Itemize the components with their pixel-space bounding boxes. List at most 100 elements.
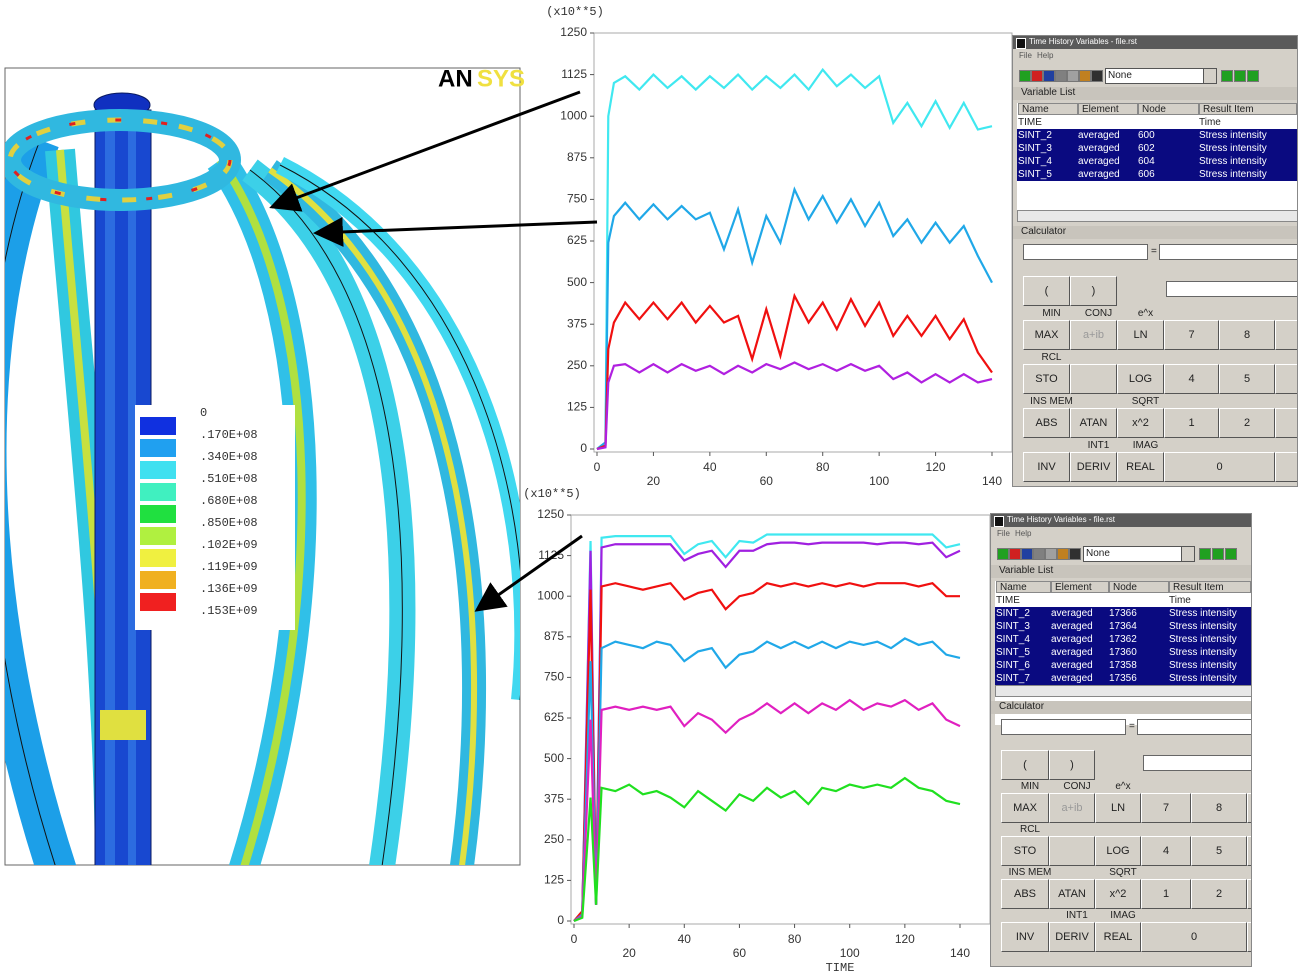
input-field[interactable] [1159,244,1297,260]
toolbar-icon[interactable] [1225,548,1237,560]
menu-item[interactable]: Help [1015,529,1032,538]
calc-button[interactable]: STO [1001,836,1049,866]
toolbar-icon[interactable] [1045,548,1057,560]
calc-button[interactable]: MAX [1001,793,1049,823]
calc-button[interactable]: 0 [1164,452,1275,482]
calc-button[interactable]: REAL [1095,922,1141,952]
calc-button[interactable]: 7 [1141,793,1191,823]
y-tick-label: 1000 [537,588,564,602]
dropdown[interactable] [1166,281,1297,297]
toolbar-icon[interactable] [1021,548,1033,560]
calc-button[interactable]: ATAN [1070,408,1117,438]
toolbar-icon[interactable] [1043,70,1055,82]
calc-button[interactable]: REAL [1117,452,1164,482]
input-field[interactable] [1001,719,1126,735]
toolbar-icon[interactable] [1247,70,1259,82]
dropdown[interactable]: None [1105,68,1217,84]
calc-button[interactable]: INV [1023,452,1070,482]
x-tick-label: 0 [571,932,578,946]
variable-row[interactable]: SINT_5 averaged 17360 Stress intensity [995,646,1251,659]
calc-button[interactable] [1275,320,1297,350]
variable-row[interactable]: SINT_3 averaged 602 Stress intensity [1017,142,1297,155]
toolbar-icon[interactable] [1067,70,1079,82]
calc-button[interactable] [1247,879,1251,909]
legend-swatch [140,571,176,589]
toolbar-icon[interactable] [1057,548,1069,560]
toolbar-icon[interactable] [1069,548,1081,560]
calc-button[interactable]: ATAN [1049,879,1095,909]
variable-row[interactable]: SINT_2 averaged 600 Stress intensity [1017,129,1297,142]
calc-button[interactable]: DERIV [1070,452,1117,482]
button-caption: INT1 [1087,440,1110,451]
variable-row[interactable]: SINT_6 averaged 17358 Stress intensity [995,659,1251,672]
calc-button[interactable] [1275,452,1297,482]
variable-row[interactable]: TIME Time [995,594,1251,607]
calc-button[interactable]: 5 [1191,836,1247,866]
calc-button[interactable]: INV [1001,922,1049,952]
calc-button[interactable]: 8 [1219,320,1275,350]
toolbar-icon[interactable] [1031,70,1043,82]
calc-button[interactable]: 0 [1141,922,1247,952]
calc-button[interactable] [1049,836,1095,866]
calc-button[interactable] [1275,408,1297,438]
calc-button[interactable]: ABS [1001,879,1049,909]
calc-button[interactable]: LOG [1095,836,1141,866]
calc-button[interactable]: 5 [1219,364,1275,394]
calc-button[interactable]: 7 [1164,320,1219,350]
toolbar-icon[interactable] [1212,548,1224,560]
calc-button[interactable]: ( [1023,276,1070,306]
calc-button[interactable]: 2 [1219,408,1275,438]
variable-row[interactable]: SINT_2 averaged 17366 Stress intensity [995,607,1251,620]
toolbar-icon[interactable] [1033,548,1045,560]
toolbar-icon[interactable] [1199,548,1211,560]
calc-button[interactable] [1275,364,1297,394]
calc-button[interactable]: ) [1070,276,1117,306]
calc-button[interactable]: LN [1095,793,1141,823]
calc-button[interactable]: a+ib [1049,793,1095,823]
variable-row[interactable]: SINT_7 averaged 17356 Stress intensity [995,672,1251,685]
calc-button[interactable]: DERIV [1049,922,1095,952]
calc-button[interactable]: 8 [1191,793,1247,823]
variable-row[interactable]: TIME Time [1017,116,1297,129]
column-header: Node [1138,103,1199,115]
calc-button[interactable] [1070,364,1117,394]
calc-button[interactable]: x^2 [1117,408,1164,438]
variable-row[interactable]: SINT_5 averaged 606 Stress intensity [1017,168,1297,181]
dropdown[interactable] [1143,755,1251,771]
input-field[interactable] [1023,244,1148,260]
toolbar-icon[interactable] [1019,70,1031,82]
calc-button[interactable]: 1 [1164,408,1219,438]
calc-button[interactable]: 4 [1141,836,1191,866]
toolbar-icon[interactable] [1055,70,1067,82]
calc-button[interactable] [1247,793,1251,823]
calc-button[interactable]: ABS [1023,408,1070,438]
variable-row[interactable]: SINT_4 averaged 604 Stress intensity [1017,155,1297,168]
calc-button[interactable]: a+ib [1070,320,1117,350]
variable-row[interactable]: SINT_3 averaged 17364 Stress intensity [995,620,1251,633]
menu-item[interactable]: File [1019,51,1032,60]
toolbar-icon[interactable] [1221,70,1233,82]
variable-row[interactable]: SINT_4 averaged 17362 Stress intensity [995,633,1251,646]
series-line [596,292,993,451]
menu-item[interactable]: File [997,529,1010,538]
calc-button[interactable]: ( [1001,750,1049,780]
calc-button[interactable] [1247,836,1251,866]
input-field[interactable] [1137,719,1251,735]
calc-button[interactable]: STO [1023,364,1070,394]
calc-button[interactable]: MAX [1023,320,1070,350]
toolbar-icon[interactable] [1091,70,1103,82]
toolbar-icon[interactable] [1234,70,1246,82]
calc-button[interactable]: LN [1117,320,1164,350]
calc-button[interactable]: LOG [1117,364,1164,394]
calc-button[interactable] [1247,922,1251,952]
toolbar-icon[interactable] [1079,70,1091,82]
calc-button[interactable]: 4 [1164,364,1219,394]
toolbar-icon[interactable] [1009,548,1021,560]
dropdown[interactable]: None [1083,546,1195,562]
calc-button[interactable]: 2 [1191,879,1247,909]
calc-button[interactable]: 1 [1141,879,1191,909]
toolbar-icon[interactable] [997,548,1009,560]
calc-button[interactable]: x^2 [1095,879,1141,909]
calc-button[interactable]: ) [1049,750,1095,780]
menu-item[interactable]: Help [1037,51,1054,60]
